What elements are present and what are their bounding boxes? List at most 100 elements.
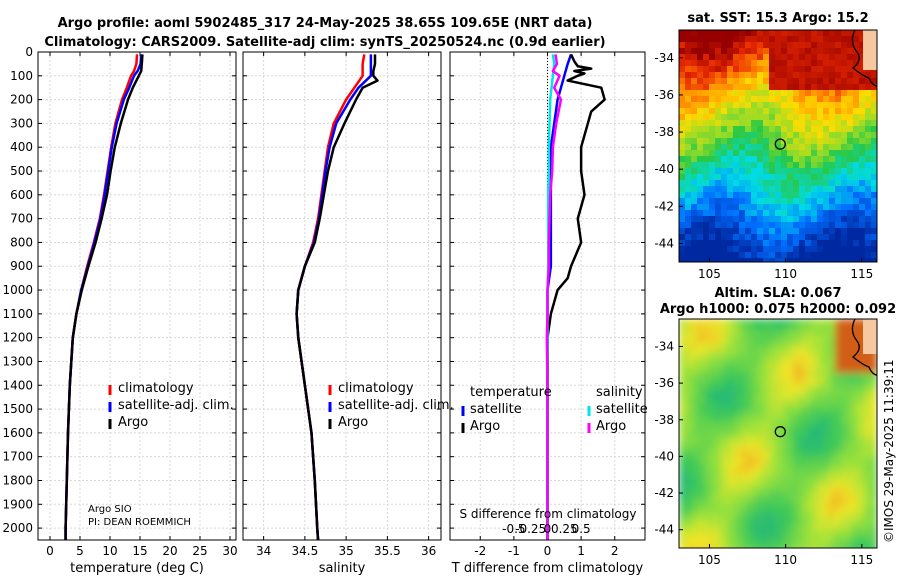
map-cell	[703, 222, 710, 229]
map-cell	[745, 409, 752, 416]
map-cell	[871, 493, 877, 500]
map-cell	[847, 439, 854, 446]
map-cell	[733, 319, 740, 326]
map-cell	[679, 216, 686, 223]
map-cell	[715, 150, 722, 157]
map-cell	[841, 523, 848, 530]
map-cell	[817, 445, 824, 452]
map-cell	[829, 541, 836, 548]
map-cell	[805, 48, 812, 55]
map-cell	[853, 373, 860, 380]
map-cell	[805, 337, 812, 344]
map-cell	[787, 168, 794, 175]
map-cell	[871, 102, 877, 109]
map-cell	[679, 337, 686, 344]
map-cell	[835, 102, 842, 109]
legend-label: Argo	[596, 419, 626, 434]
map-cell	[769, 258, 776, 262]
map-cell	[709, 180, 716, 187]
map-cell	[859, 487, 866, 494]
map-cell	[763, 60, 770, 67]
map-cell	[721, 78, 728, 85]
map-cell	[691, 463, 698, 470]
map-cell	[697, 385, 704, 392]
map-cell	[739, 403, 746, 410]
map-cell	[829, 150, 836, 157]
map-cell	[841, 403, 848, 410]
map-cell	[775, 439, 782, 446]
map-cell	[763, 192, 770, 199]
map-cell	[745, 132, 752, 139]
map-cell	[721, 144, 728, 151]
map-cell	[763, 210, 770, 217]
map-cell	[817, 523, 824, 530]
map-cell	[775, 162, 782, 169]
imos-credit: ©IMOS 29-May-2025 11:39:11	[882, 359, 896, 543]
map-cell	[727, 204, 734, 211]
map-cell	[865, 84, 872, 91]
map-cell	[769, 481, 776, 488]
map-cell	[847, 463, 854, 470]
map-cell	[721, 258, 728, 262]
map-cell	[859, 427, 866, 434]
map-cell	[823, 409, 830, 416]
map-cell	[745, 403, 752, 410]
map-cell	[763, 108, 770, 115]
map-cell	[817, 54, 824, 61]
map-cell	[727, 355, 734, 362]
map-cell	[829, 355, 836, 362]
map-cell	[847, 120, 854, 127]
map-cell	[775, 391, 782, 398]
map-cell	[871, 511, 877, 518]
map-cell	[703, 168, 710, 175]
map-cell	[751, 463, 758, 470]
map-cell	[691, 433, 698, 440]
map-cell	[841, 204, 848, 211]
map-cell	[703, 475, 710, 482]
map-cell	[685, 96, 692, 103]
map-cell	[811, 487, 818, 494]
map-cell	[793, 198, 800, 205]
map-cell	[859, 505, 866, 512]
map-cell	[721, 439, 728, 446]
map-cell	[709, 108, 716, 115]
map-cell	[703, 493, 710, 500]
map-cell	[703, 427, 710, 434]
map-cell	[847, 361, 854, 368]
map-cell	[853, 391, 860, 398]
map-cell	[679, 367, 686, 374]
map-cell	[739, 102, 746, 109]
map-cell	[739, 72, 746, 79]
map-cell	[847, 30, 854, 37]
map-cell	[787, 252, 794, 259]
map-cell	[763, 228, 770, 235]
map-cell	[811, 433, 818, 440]
map-cell	[757, 517, 764, 524]
map-cell	[775, 192, 782, 199]
map-cell	[709, 186, 716, 193]
map-cell	[703, 445, 710, 452]
map-cell	[829, 240, 836, 247]
map-cell	[859, 439, 866, 446]
map-cell	[739, 349, 746, 356]
map-cell	[733, 72, 740, 79]
series-line-climatology	[64, 54, 139, 540]
map-cell	[757, 397, 764, 404]
map-cell	[811, 331, 818, 338]
map-cell	[841, 367, 848, 374]
map-cell	[865, 403, 872, 410]
map-cell	[763, 319, 770, 326]
map-cell	[793, 331, 800, 338]
map-cell	[757, 204, 764, 211]
map-cell	[787, 331, 794, 338]
map-cell	[793, 487, 800, 494]
map-y-tick-label: -36	[654, 376, 674, 390]
map-cell	[853, 361, 860, 368]
map-cell	[685, 445, 692, 452]
map-cell	[715, 192, 722, 199]
map-cell	[805, 511, 812, 518]
map-cell	[853, 180, 860, 187]
map-cell	[781, 433, 788, 440]
map-cell	[841, 541, 848, 548]
map-cell	[709, 325, 716, 332]
